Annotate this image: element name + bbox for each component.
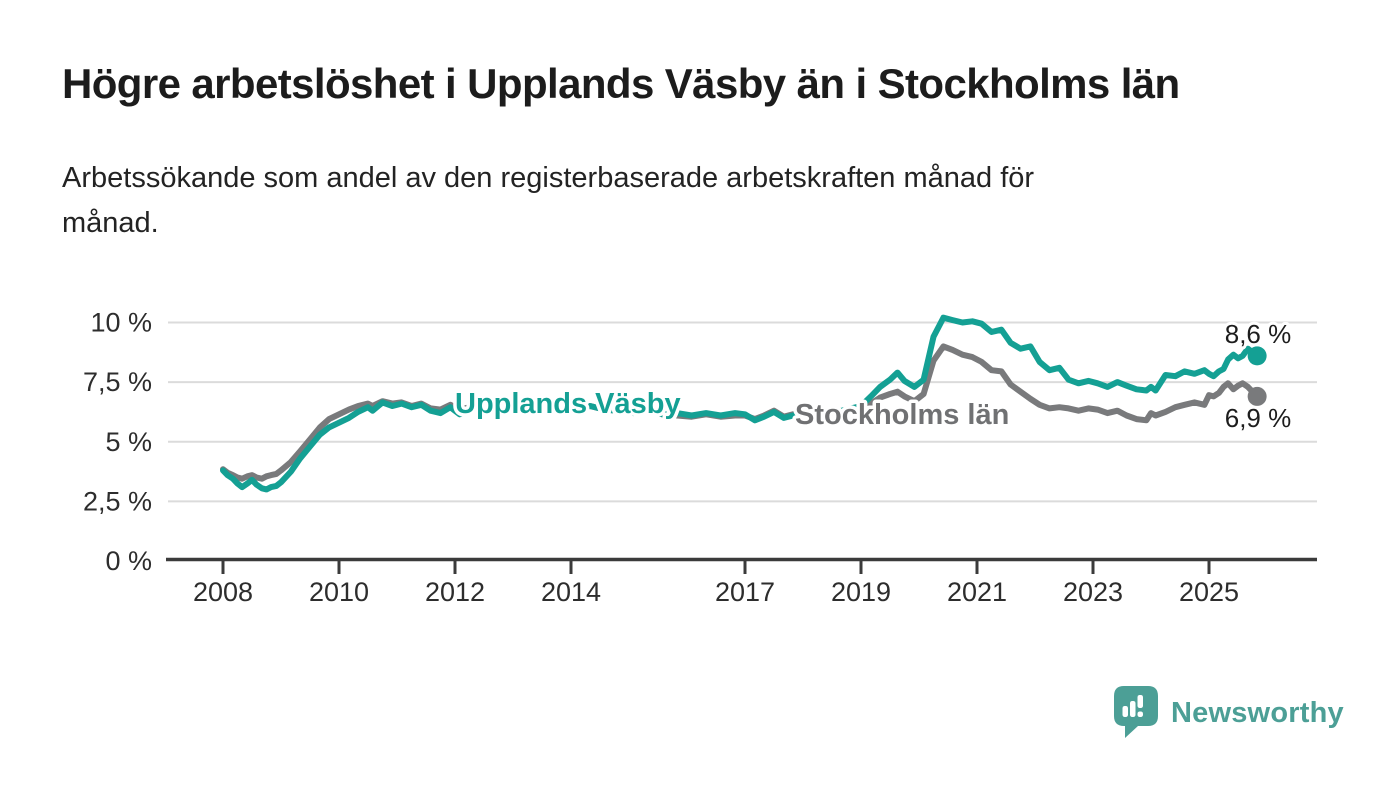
series-end-dots — [1247, 346, 1267, 406]
y-axis-tick-label: 0 % — [105, 546, 152, 576]
newsworthy-logo-icon — [1114, 686, 1158, 738]
chart-title: Högre arbetslöshet i Upplands Väsby än i… — [62, 60, 1180, 107]
bar-tall — [1130, 701, 1136, 717]
x-axis-tick-label: 2021 — [947, 577, 1007, 607]
series-label-upplands-vasby: Upplands Väsby — [455, 388, 681, 420]
y-axis-tick-label: 2,5 % — [83, 486, 152, 516]
end-dot-upplands-v-sby — [1247, 346, 1267, 366]
x-axis-tick-label: 2017 — [715, 577, 775, 607]
x-axis-tick-label: 2023 — [1063, 577, 1123, 607]
line-chart: 0 % 2,5 % 5 % 7,5 % 10 % 2008 2010 2012 2014 2017… — [83, 308, 1317, 607]
exclamation-dot — [1137, 711, 1143, 717]
end-dot-stockholms-l-n — [1247, 386, 1267, 406]
brand-footer: Newsworthy — [1114, 686, 1344, 740]
series-label-stockholms-lan: Stockholms län — [795, 399, 1009, 431]
x-axis-tick-label: 2010 — [309, 577, 369, 607]
y-axis-tick-label: 7,5 % — [83, 367, 152, 397]
bar-small — [1122, 706, 1128, 717]
speech-bubble-shape — [1114, 686, 1158, 738]
brand-name: Newsworthy — [1171, 696, 1344, 729]
end-value-stockholms-lan: 6,9 % — [1225, 403, 1292, 433]
line-upplands-v-sby — [220, 314, 1261, 493]
x-axis-tick-label: 2019 — [831, 577, 891, 607]
chart-subtitle: Arbetssökande som andel av den registerb… — [62, 162, 1035, 239]
y-axis-tick-label: 5 % — [105, 427, 152, 457]
x-axis-tick-label: 2012 — [425, 577, 485, 607]
x-axis-tick-label: 2014 — [541, 577, 601, 607]
y-axis-tick-label: 10 % — [90, 308, 152, 338]
x-axis-tick-label: 2025 — [1179, 577, 1239, 607]
exclamation-bar — [1137, 695, 1143, 708]
axes: 0 % 2,5 % 5 % 7,5 % 10 % 2008 2010 2012 2014 2017… — [83, 308, 1317, 607]
end-value-upplands-vasby: 8,6 % — [1225, 319, 1292, 349]
x-axis-tick-label: 2008 — [193, 577, 253, 607]
series-lines — [220, 314, 1261, 493]
